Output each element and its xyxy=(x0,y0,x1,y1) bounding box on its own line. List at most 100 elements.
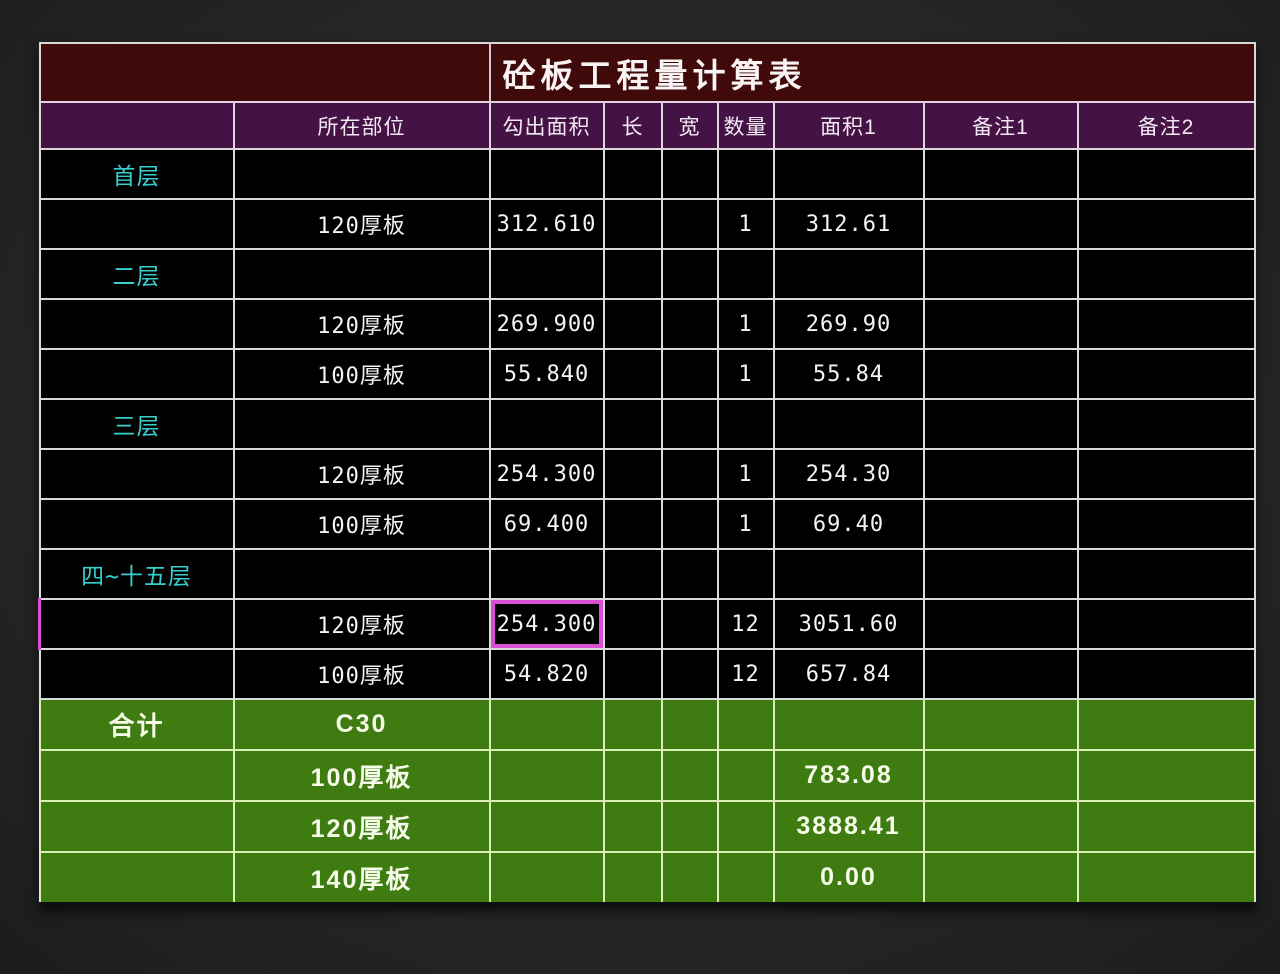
length-cell[interactable] xyxy=(602,348,663,400)
floor-cell[interactable] xyxy=(38,498,235,550)
note1-cell[interactable] xyxy=(922,749,1079,802)
length-cell[interactable] xyxy=(602,198,663,250)
location-cell[interactable]: 120厚板 xyxy=(232,598,491,650)
part-total-cell[interactable]: 120厚板 xyxy=(232,800,491,853)
quantity-cell[interactable] xyxy=(716,398,775,450)
quantity-cell[interactable] xyxy=(716,548,775,600)
quantity-cell[interactable] xyxy=(716,851,775,905)
note2-cell[interactable] xyxy=(1076,248,1256,300)
area1-cell[interactable] xyxy=(772,148,925,200)
width-cell[interactable] xyxy=(660,148,719,200)
floor-cell[interactable]: 四~十五层 xyxy=(38,548,235,600)
area1-cell[interactable]: 69.40 xyxy=(772,498,925,550)
note1-cell[interactable] xyxy=(922,298,1079,350)
width-cell[interactable] xyxy=(660,851,719,905)
outlined-area-cell[interactable]: 54.820 xyxy=(488,648,605,700)
note1-cell[interactable] xyxy=(922,248,1079,300)
location-cell[interactable] xyxy=(232,398,491,450)
width-cell[interactable] xyxy=(660,398,719,450)
quantity-cell[interactable] xyxy=(716,698,775,751)
note2-cell[interactable] xyxy=(1076,851,1256,905)
note1-cell[interactable] xyxy=(922,148,1079,200)
note1-cell[interactable] xyxy=(922,800,1079,853)
length-cell[interactable] xyxy=(602,248,663,300)
outlined-area-cell[interactable] xyxy=(488,148,605,200)
quantity-cell[interactable]: 1 xyxy=(716,348,775,400)
width-cell[interactable] xyxy=(660,698,719,751)
width-cell[interactable] xyxy=(660,800,719,853)
width-cell[interactable] xyxy=(660,348,719,400)
note2-cell[interactable] xyxy=(1076,548,1256,600)
width-cell[interactable] xyxy=(660,548,719,600)
outlined-area-cell[interactable] xyxy=(488,800,605,853)
location-cell[interactable] xyxy=(232,148,491,200)
length-cell[interactable] xyxy=(602,498,663,550)
note2-cell[interactable] xyxy=(1076,448,1256,500)
floor-cell[interactable]: 三层 xyxy=(38,398,235,450)
quantity-cell[interactable]: 1 xyxy=(716,298,775,350)
note2-cell[interactable] xyxy=(1076,698,1256,751)
note1-cell[interactable] xyxy=(922,498,1079,550)
total-label-cell[interactable] xyxy=(38,851,235,905)
note2-cell[interactable] xyxy=(1076,498,1256,550)
note2-cell[interactable] xyxy=(1076,749,1256,802)
area1-total-cell[interactable]: 0.00 xyxy=(772,851,925,905)
note2-cell[interactable] xyxy=(1076,800,1256,853)
width-cell[interactable] xyxy=(660,749,719,802)
floor-cell[interactable] xyxy=(38,348,235,400)
area1-cell[interactable]: 254.30 xyxy=(772,448,925,500)
area1-total-cell[interactable]: 3888.41 xyxy=(772,800,925,853)
width-cell[interactable] xyxy=(660,248,719,300)
total-label-cell[interactable] xyxy=(38,749,235,802)
quantity-cell[interactable] xyxy=(716,800,775,853)
length-cell[interactable] xyxy=(602,298,663,350)
part-total-cell[interactable]: 100厚板 xyxy=(232,749,491,802)
outlined-area-cell[interactable] xyxy=(488,698,605,751)
outlined-area-cell[interactable]: 69.400 xyxy=(488,498,605,550)
length-cell[interactable] xyxy=(602,851,663,905)
area1-cell[interactable]: 269.90 xyxy=(772,298,925,350)
note2-cell[interactable] xyxy=(1076,598,1256,650)
length-cell[interactable] xyxy=(602,749,663,802)
note2-cell[interactable] xyxy=(1076,298,1256,350)
concrete-grade-cell[interactable]: C30 xyxy=(232,698,491,751)
outlined-area-cell[interactable] xyxy=(488,851,605,905)
note1-cell[interactable] xyxy=(922,448,1079,500)
outlined-area-cell[interactable] xyxy=(488,398,605,450)
area1-total-cell[interactable]: 783.08 xyxy=(772,749,925,802)
floor-cell[interactable]: 二层 xyxy=(38,248,235,300)
outlined-area-cell[interactable]: 55.840 xyxy=(488,348,605,400)
part-total-cell[interactable]: 140厚板 xyxy=(232,851,491,905)
location-cell[interactable]: 120厚板 xyxy=(232,448,491,500)
total-label-cell[interactable] xyxy=(38,800,235,853)
width-cell[interactable] xyxy=(660,498,719,550)
location-cell[interactable] xyxy=(232,548,491,600)
outlined-area-cell[interactable] xyxy=(488,548,605,600)
floor-cell[interactable] xyxy=(38,198,235,250)
area1-cell[interactable] xyxy=(772,398,925,450)
area1-cell[interactable] xyxy=(772,548,925,600)
quantity-cell[interactable]: 1 xyxy=(716,198,775,250)
outlined-area-cell[interactable] xyxy=(488,248,605,300)
quantity-cell[interactable] xyxy=(716,749,775,802)
width-cell[interactable] xyxy=(660,198,719,250)
location-cell[interactable]: 100厚板 xyxy=(232,648,491,700)
area1-cell[interactable] xyxy=(772,698,925,751)
note1-cell[interactable] xyxy=(922,198,1079,250)
note2-cell[interactable] xyxy=(1076,398,1256,450)
quantity-cell[interactable] xyxy=(716,148,775,200)
note2-cell[interactable] xyxy=(1076,198,1256,250)
length-cell[interactable] xyxy=(602,148,663,200)
note1-cell[interactable] xyxy=(922,648,1079,700)
width-cell[interactable] xyxy=(660,648,719,700)
location-cell[interactable] xyxy=(232,248,491,300)
note1-cell[interactable] xyxy=(922,598,1079,650)
length-cell[interactable] xyxy=(602,398,663,450)
floor-cell[interactable]: 首层 xyxy=(38,148,235,200)
note1-cell[interactable] xyxy=(922,698,1079,751)
quantity-cell[interactable]: 12 xyxy=(716,648,775,700)
width-cell[interactable] xyxy=(660,298,719,350)
note1-cell[interactable] xyxy=(922,348,1079,400)
outlined-area-cell[interactable]: 312.610 xyxy=(488,198,605,250)
selected-outlined-area-cell[interactable]: 254.300 xyxy=(488,598,605,650)
